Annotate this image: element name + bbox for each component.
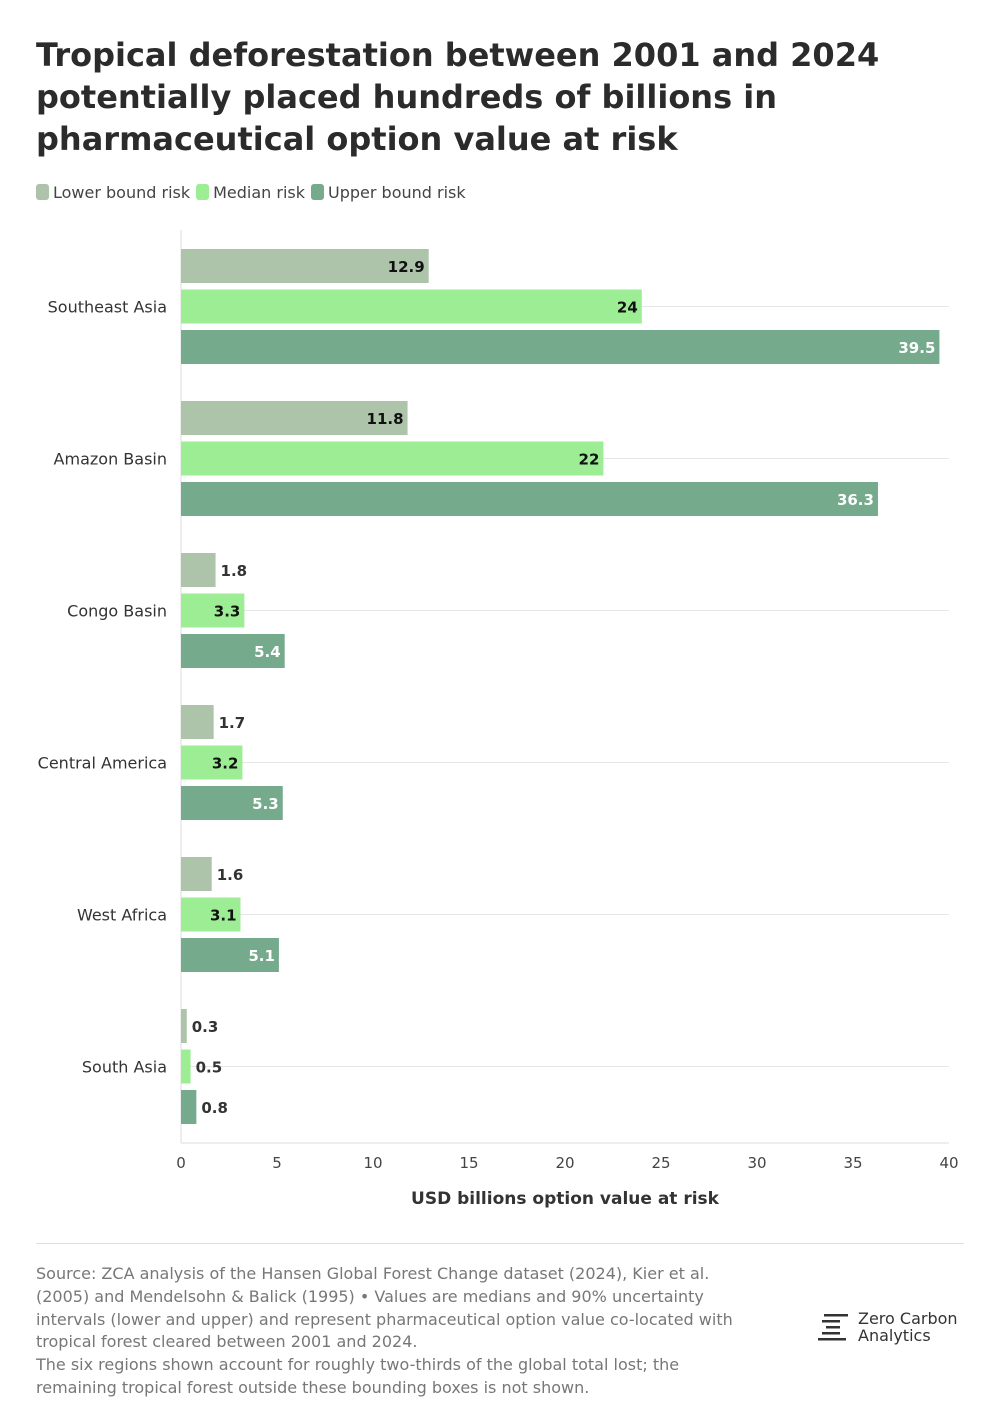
legend-label-median: Median risk: [213, 182, 306, 202]
bar-lower: [181, 249, 429, 283]
legend-swatch-median: [196, 184, 210, 200]
data-label-median: 3.1: [210, 907, 237, 925]
legend-item-median: Median risk: [196, 183, 305, 202]
title-line: Tropical deforestation between 2001 and …: [36, 36, 880, 74]
x-tick-label: 20: [555, 1154, 574, 1172]
bar-median: [181, 441, 604, 476]
x-tick-label: 25: [651, 1154, 670, 1172]
brand-line: Zero Carbon: [858, 1309, 958, 1328]
bar-lower: [181, 1009, 187, 1043]
category-label: Southeast Asia: [48, 298, 167, 317]
bar-median: [181, 1049, 191, 1084]
source-line: The six regions shown account for roughl…: [36, 1355, 680, 1375]
data-label-median: 3.2: [212, 755, 239, 773]
x-tick-label: 15: [459, 1154, 478, 1172]
bar-median: [181, 745, 243, 780]
data-label-lower: 1.6: [217, 866, 244, 884]
x-tick-label: 30: [747, 1154, 766, 1172]
data-label-median: 0.5: [196, 1059, 223, 1077]
data-label-upper: 5.4: [254, 643, 281, 661]
data-label-upper: 0.8: [201, 1099, 228, 1117]
x-tick-label: 10: [363, 1154, 382, 1172]
bar-upper: [181, 482, 878, 516]
brand-name: Zero Carbon Analytics: [858, 1310, 958, 1344]
data-label-upper: 36.3: [837, 491, 874, 509]
bar-median: [181, 593, 245, 628]
category-label: South Asia: [82, 1058, 167, 1077]
data-label-lower: 12.9: [388, 258, 425, 276]
bar-lower: [181, 401, 408, 435]
data-label-upper: 5.1: [248, 947, 275, 965]
data-label-lower: 1.8: [221, 562, 248, 580]
legend-item-lower: Lower bound risk: [36, 183, 190, 202]
bar-upper: [181, 1090, 197, 1124]
bar-chart: Southeast Asia 12.9 24 39.5 Amazon Basin 11.8…: [38, 230, 959, 1209]
bar-lower: [181, 553, 216, 587]
category-label: Amazon Basin: [54, 450, 167, 469]
x-tick-label: 5: [272, 1154, 282, 1172]
legend: Lower bound risk Median risk Upper bound…: [36, 181, 472, 203]
title-line: potentially placed hundreds of billions …: [36, 78, 778, 116]
legend-label-lower: Lower bound risk: [53, 182, 191, 202]
legend-swatch-upper: [311, 184, 325, 200]
data-label-median: 22: [579, 451, 600, 469]
chart-title: Tropical deforestation between 2001 and …: [36, 34, 936, 160]
bar-upper: [181, 786, 283, 820]
brand-logo: Zero Carbon Analytics: [818, 1310, 958, 1344]
category-label: Congo Basin: [67, 602, 167, 621]
data-label-lower: 11.8: [367, 410, 404, 428]
source-note: Source: ZCA analysis of the Hansen Globa…: [36, 1263, 776, 1400]
source-line: tropical forest cleared between 2001 and…: [36, 1332, 418, 1352]
data-label-lower: 1.7: [219, 714, 246, 732]
source-line: Source: ZCA analysis of the Hansen Globa…: [36, 1264, 710, 1283]
source-line: (2005) and Mendelsohn & Balick (1995) • …: [36, 1286, 704, 1306]
bar-median: [181, 897, 241, 932]
source-line: remaining tropical forest outside these …: [36, 1377, 590, 1397]
source-line: intervals (lower and upper) and represen…: [36, 1309, 733, 1329]
x-tick-label: 35: [843, 1154, 862, 1172]
category-label: West Africa: [77, 906, 167, 925]
bar-lower: [181, 705, 214, 739]
bar-upper: [181, 938, 279, 972]
footer-divider: [36, 1243, 964, 1244]
bar-upper: [181, 634, 285, 668]
zero-carbon-logo-icon: [818, 1314, 848, 1341]
data-label-median: 3.3: [214, 603, 241, 621]
legend-item-upper: Upper bound risk: [311, 183, 466, 202]
legend-label-upper: Upper bound risk: [328, 182, 466, 202]
x-tick-label: 40: [939, 1154, 958, 1172]
legend-swatch-lower: [36, 184, 49, 200]
data-label-upper: 39.5: [898, 339, 935, 357]
data-label-lower: 0.3: [192, 1018, 219, 1036]
data-label-median: 24: [617, 299, 638, 317]
bar-median: [181, 289, 642, 324]
brand-line: Analytics: [858, 1326, 931, 1345]
data-label-upper: 5.3: [252, 795, 279, 813]
category-label: Central America: [38, 754, 167, 773]
x-tick-label: 0: [176, 1154, 186, 1172]
bar-lower: [181, 857, 212, 891]
title-line: pharmaceutical option value at risk: [36, 120, 678, 158]
x-axis-title: USD billions option value at risk: [411, 1189, 720, 1209]
bar-upper: [181, 330, 940, 364]
